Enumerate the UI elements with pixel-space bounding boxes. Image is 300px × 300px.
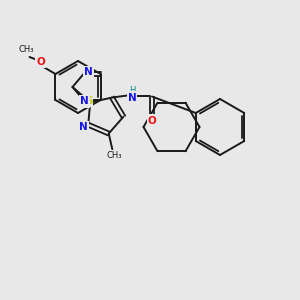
Text: CH₃: CH₃ <box>19 46 34 55</box>
Text: O: O <box>36 57 45 67</box>
Text: N: N <box>84 67 93 77</box>
Text: O: O <box>148 116 156 125</box>
Text: N: N <box>79 122 88 132</box>
Text: CH₃: CH₃ <box>106 152 122 160</box>
Text: N: N <box>80 97 88 106</box>
Text: N: N <box>128 92 136 103</box>
Text: H: H <box>129 86 135 95</box>
Text: S: S <box>85 96 92 106</box>
